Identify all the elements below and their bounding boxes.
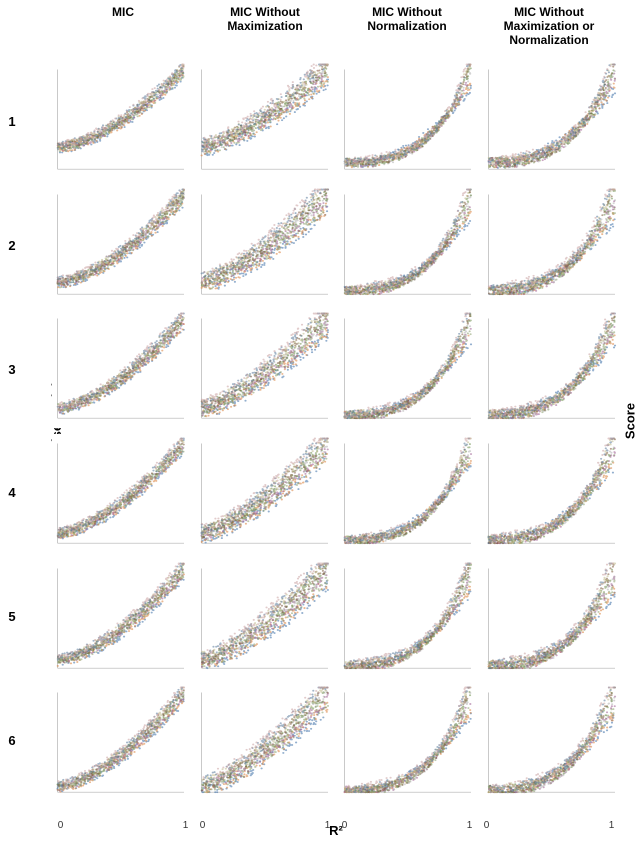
row-label-6: 6 (0, 678, 24, 802)
panel-r5-c4 (483, 559, 621, 678)
row-label-1: 1 (0, 60, 24, 184)
panel-r4-c1 (52, 434, 190, 553)
col-header-1: MIC Without Maximization (194, 6, 336, 47)
panel-r6-c2 (196, 683, 334, 802)
panel-r1-c1 (52, 60, 190, 179)
panel-r5-c2 (196, 559, 334, 678)
panel-r1-c3 (339, 60, 477, 179)
row-label-5: 5 (0, 555, 24, 679)
figure-root: MIC MIC Without Maximization MIC Without… (0, 0, 640, 842)
panel-r4-c3 (339, 434, 477, 553)
panel-r4-c2 (196, 434, 334, 553)
x-axis-label: R² (52, 823, 620, 838)
row-label-3: 3 (0, 307, 24, 431)
panel-r5-c1 (52, 559, 190, 678)
col-header-0: MIC (52, 6, 194, 47)
panel-r1-c4 (483, 60, 621, 179)
panel-r5-c3 (339, 559, 477, 678)
row-labels: 1 2 3 4 5 6 (0, 60, 24, 802)
y-axis-label-right: Score (622, 403, 637, 439)
panel-r3-c3 (339, 309, 477, 428)
row-label-2: 2 (0, 184, 24, 308)
panel-r3-c1 (52, 309, 190, 428)
panel-r4-c4 (483, 434, 621, 553)
column-headers: MIC MIC Without Maximization MIC Without… (52, 6, 620, 47)
panel-r3-c2 (196, 309, 334, 428)
panel-r2-c1 (52, 185, 190, 304)
panel-r2-c2 (196, 185, 334, 304)
panel-r2-c4 (483, 185, 621, 304)
panel-r1-c2 (196, 60, 334, 179)
panel-r6-c4 (483, 683, 621, 802)
panel-r6-c3 (339, 683, 477, 802)
panel-grid (52, 60, 620, 802)
panel-r3-c4 (483, 309, 621, 428)
col-header-3: MIC Without Maximization or Normalizatio… (478, 6, 620, 47)
panel-r6-c1 (52, 683, 190, 802)
row-label-4: 4 (0, 431, 24, 555)
panel-r2-c3 (339, 185, 477, 304)
col-header-2: MIC Without Normalization (336, 6, 478, 47)
